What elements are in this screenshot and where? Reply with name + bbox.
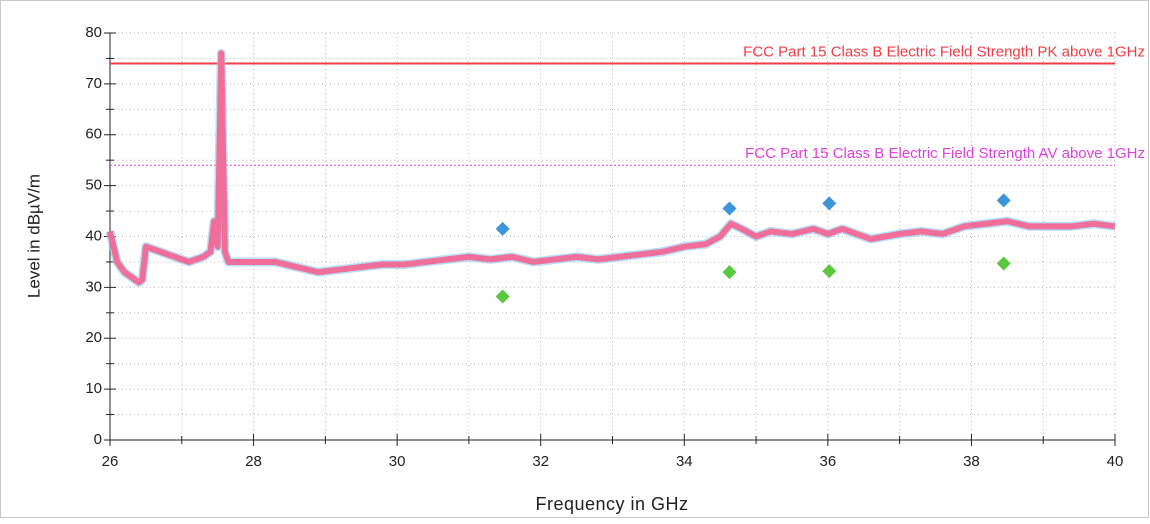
limit-label: FCC Part 15 Class B Electric Field Stren…: [745, 145, 1145, 162]
y-tick-label: 50: [85, 177, 102, 194]
x-tick-label: 32: [532, 453, 549, 470]
limit-label: FCC Part 15 Class B Electric Field Stren…: [743, 43, 1145, 60]
x-axis-label: Frequency in GHz: [535, 494, 688, 514]
y-tick-label: 70: [85, 75, 102, 92]
x-tick-label: 34: [676, 453, 693, 470]
x-tick-label: 40: [1107, 453, 1124, 470]
marker: [722, 201, 737, 216]
marker: [822, 196, 837, 211]
y-axis-label: Level in dBµV/m: [24, 174, 43, 298]
marker: [996, 256, 1011, 271]
marker: [722, 265, 737, 280]
y-tick-label: 0: [94, 431, 102, 448]
x-tick-label: 26: [102, 453, 119, 470]
marker: [495, 221, 510, 236]
y-tick-label: 40: [85, 227, 102, 244]
y-tick-label: 20: [85, 329, 102, 346]
y-tick-label: 30: [85, 278, 102, 295]
marker: [822, 264, 837, 279]
trace: [107, 50, 1116, 286]
x-tick-label: 38: [963, 453, 980, 470]
x-tick-label: 36: [820, 453, 837, 470]
x-tick-label: 28: [245, 453, 262, 470]
y-tick-label: 80: [85, 24, 102, 41]
x-tick-label: 30: [389, 453, 406, 470]
marker: [495, 289, 510, 304]
y-tick-label: 60: [85, 126, 102, 143]
marker: [996, 193, 1011, 208]
y-tick-label: 10: [85, 380, 102, 397]
